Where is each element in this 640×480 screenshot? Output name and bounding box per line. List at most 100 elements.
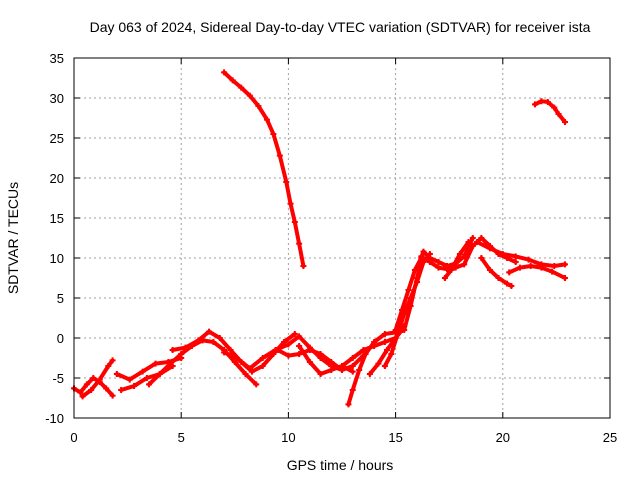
series-line-arc-22 (533, 99, 567, 124)
data-point (418, 253, 425, 260)
data-point (276, 152, 283, 159)
data-point (306, 347, 313, 353)
data-point (242, 371, 249, 377)
data-point (394, 331, 401, 337)
data-point (401, 327, 408, 333)
data-point (478, 255, 485, 261)
data-point (246, 92, 253, 99)
data-point (221, 69, 228, 76)
data-point (549, 268, 556, 275)
data-point (495, 275, 502, 281)
data-point (216, 335, 223, 341)
y-tick-label: 20 (50, 171, 64, 186)
y-tick-label: 25 (50, 131, 64, 146)
data-point (178, 351, 185, 357)
data-point (227, 347, 234, 353)
data-point (544, 99, 551, 105)
y-tick-label: -10 (45, 411, 64, 426)
data-point (270, 131, 277, 137)
data-point (339, 363, 345, 369)
data-point (167, 360, 174, 367)
data-point (259, 363, 266, 369)
y-tick-label: 35 (50, 51, 64, 66)
data-point (296, 351, 303, 357)
x-tick-label: 25 (603, 430, 617, 445)
data-point (478, 235, 485, 241)
data-point (420, 248, 427, 255)
data-point (508, 283, 515, 289)
data-point (285, 341, 292, 348)
y-tick-label: -5 (52, 371, 64, 386)
data-point (469, 235, 476, 241)
data-point (296, 240, 303, 247)
data-point (349, 387, 356, 393)
y-tick-label: 10 (50, 251, 64, 266)
data-point (349, 368, 356, 375)
data-point (113, 371, 120, 377)
data-point (407, 303, 414, 309)
data-point (381, 331, 388, 337)
data-point (371, 343, 378, 349)
data-point (388, 351, 395, 357)
data-point (381, 363, 388, 369)
data-point (414, 275, 421, 281)
data-point (441, 275, 448, 281)
data-point (296, 343, 303, 349)
data-point (248, 368, 255, 375)
data-point (561, 119, 568, 125)
data-point (561, 275, 568, 281)
data-point (426, 259, 433, 265)
series-line-arc-13 (382, 252, 432, 368)
data-point (88, 387, 95, 393)
data-point (512, 259, 519, 265)
data-point (90, 375, 97, 381)
data-point (525, 256, 532, 263)
data-point (435, 264, 442, 271)
data-point (411, 267, 418, 273)
data-point (349, 355, 356, 361)
y-tick-label: 15 (50, 211, 64, 226)
data-point (291, 219, 298, 225)
data-point (328, 359, 335, 365)
data-point (531, 101, 538, 108)
data-point (221, 349, 228, 356)
series-line-arc-17 (442, 240, 471, 280)
data-point (561, 261, 568, 268)
data-point (306, 359, 313, 365)
x-tick-label: 0 (70, 430, 77, 445)
data-point (229, 77, 236, 84)
data-point (126, 376, 133, 383)
data-point (551, 263, 558, 269)
series-line-arc-21 (222, 70, 306, 268)
data-point (118, 387, 125, 393)
data-point (317, 351, 324, 357)
data-point (300, 263, 307, 269)
data-point (238, 84, 245, 91)
data-point (139, 368, 146, 375)
data-point (448, 267, 455, 273)
data-point (527, 263, 534, 269)
data-point (195, 337, 202, 344)
series-line-arc-15 (402, 236, 475, 332)
data-series (71, 69, 568, 408)
data-point (281, 339, 288, 345)
data-point (246, 365, 253, 372)
data-point (469, 243, 476, 249)
data-point (456, 251, 463, 257)
data-point (366, 371, 373, 377)
y-tick-label: 30 (50, 91, 64, 106)
data-point (83, 381, 90, 388)
data-point (538, 98, 545, 105)
data-point (405, 287, 412, 293)
data-point (499, 251, 506, 257)
data-point (360, 347, 367, 353)
data-point (486, 245, 493, 252)
data-point (551, 104, 558, 111)
data-point (381, 339, 388, 345)
x-axis-ticks: 0 5 10 15 20 25 (70, 58, 617, 445)
data-point (182, 344, 189, 351)
data-point (263, 116, 270, 123)
data-point (210, 339, 217, 345)
data-point (504, 280, 511, 287)
y-axis-ticks: -10 -5 0 5 10 15 20 25 30 35 (45, 51, 610, 426)
